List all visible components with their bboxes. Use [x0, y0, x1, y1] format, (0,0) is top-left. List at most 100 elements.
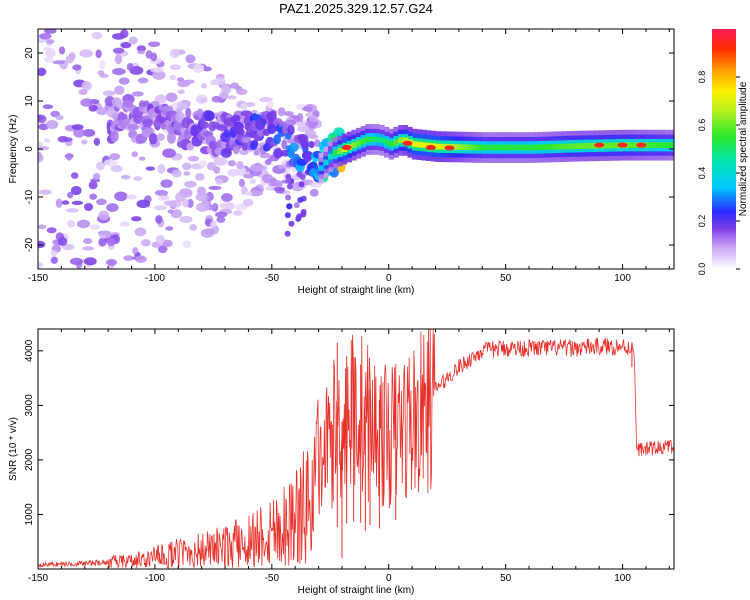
noise-blob: [39, 33, 52, 40]
y-tick-label: 4000: [24, 339, 35, 362]
noise-blob: [195, 173, 205, 181]
noise-blob: [55, 114, 64, 121]
noise-blob: [273, 186, 286, 192]
noise-blob: [102, 90, 116, 97]
band-cell: [519, 144, 525, 151]
ridge-blob: [166, 131, 176, 144]
snr-x-axis: -150 -100 -50 0 50 100: [28, 329, 670, 584]
ridge-blob: [116, 101, 124, 109]
band-cell: [655, 142, 661, 149]
y-tick-label: 1000: [24, 503, 35, 526]
streak-blob: [286, 183, 293, 190]
ridge-blob: [240, 110, 253, 117]
noise-blob: [79, 49, 93, 58]
band-cell: [318, 165, 324, 172]
noise-blob: [70, 185, 82, 196]
noise-blob: [105, 259, 118, 266]
noise-blob: [305, 121, 318, 127]
noise-blob: [43, 46, 52, 52]
noise-blob: [195, 202, 210, 212]
x-tick-label: 0: [386, 273, 392, 284]
noise-blob: [286, 138, 297, 144]
noise-blob: [44, 29, 57, 34]
streak-blob: [285, 194, 292, 201]
streak-blob: [300, 211, 307, 218]
noise-blob: [78, 89, 88, 96]
band-cell: [496, 144, 502, 151]
colorbar-tick-label: 0.4: [697, 167, 707, 180]
noise-blob: [187, 155, 200, 162]
noise-blob: [207, 161, 216, 171]
noise-blob: [114, 85, 125, 95]
ridge-blob: [127, 123, 140, 131]
noise-blob: [44, 138, 51, 143]
noise-blob: [50, 249, 58, 257]
noise-blob: [277, 107, 286, 117]
noise-blob: [155, 214, 163, 224]
band-cell: [421, 142, 427, 149]
band-cell: [412, 141, 418, 148]
noise-blob: [141, 239, 151, 247]
ridge-blob: [288, 142, 299, 153]
band-cell: [674, 142, 679, 148]
band-cell: [510, 144, 516, 151]
noise-blob: [65, 54, 74, 64]
noise-blob: [165, 92, 178, 103]
noise-blob: [242, 198, 254, 207]
noise-blob: [134, 227, 147, 237]
noise-blob: [103, 159, 118, 167]
y-tick-label: 10: [24, 95, 35, 107]
noise-blob: [50, 256, 58, 264]
y-tick-label: -10: [24, 189, 35, 204]
band-cell: [416, 141, 423, 148]
streak-blob: [284, 230, 291, 237]
noise-blob: [93, 137, 101, 146]
noise-blob: [218, 91, 229, 100]
spectrogram-cells: [38, 29, 679, 269]
band-cell: [631, 142, 638, 149]
colorbar: 0.0 0.2 0.4 0.6 0.8 Normalized spectral ampl…: [697, 29, 749, 275]
noise-blob: [163, 200, 178, 207]
y-tick-label: 2000: [24, 448, 35, 471]
band-cell: [674, 130, 679, 161]
noise-blob: [38, 141, 44, 147]
band-cell: [468, 144, 474, 151]
noise-blob: [88, 181, 98, 190]
noise-blob: [98, 210, 110, 221]
noise-blob: [38, 189, 52, 195]
y-tick-label: 3000: [24, 394, 35, 417]
noise-blob: [80, 98, 94, 107]
noise-blob: [169, 64, 181, 71]
band-cell: [332, 149, 338, 156]
noise-blob: [38, 224, 47, 230]
noise-blob: [38, 240, 46, 249]
noise-blob: [42, 104, 54, 110]
band-cell: [566, 143, 572, 150]
band-cell: [650, 142, 656, 149]
band-cell: [664, 142, 670, 149]
ridge-blob: [236, 128, 245, 136]
noise-blob: [177, 80, 190, 88]
noise-blob: [83, 257, 97, 266]
noise-blob: [301, 106, 313, 112]
colorbar-tick-label: 0.8: [697, 71, 707, 84]
noise-blob: [128, 36, 138, 45]
streak-blob: [286, 203, 293, 210]
band-cell: [645, 142, 652, 149]
noise-blob: [208, 185, 222, 190]
noise-blob: [61, 243, 75, 251]
band-cell: [458, 144, 465, 150]
noise-blob: [182, 198, 189, 208]
noise-blob: [65, 153, 73, 161]
band-cell: [538, 144, 544, 151]
ridge-blob: [273, 148, 283, 159]
x-tick-label: 100: [614, 573, 631, 584]
band-cell: [547, 144, 554, 150]
noise-blob: [126, 194, 137, 200]
noise-blob: [245, 102, 256, 107]
ridge-blob: [186, 142, 195, 151]
noise-blob: [227, 169, 240, 177]
noise-blob: [150, 67, 164, 73]
colorbar-tick-label: 0.6: [697, 119, 707, 132]
